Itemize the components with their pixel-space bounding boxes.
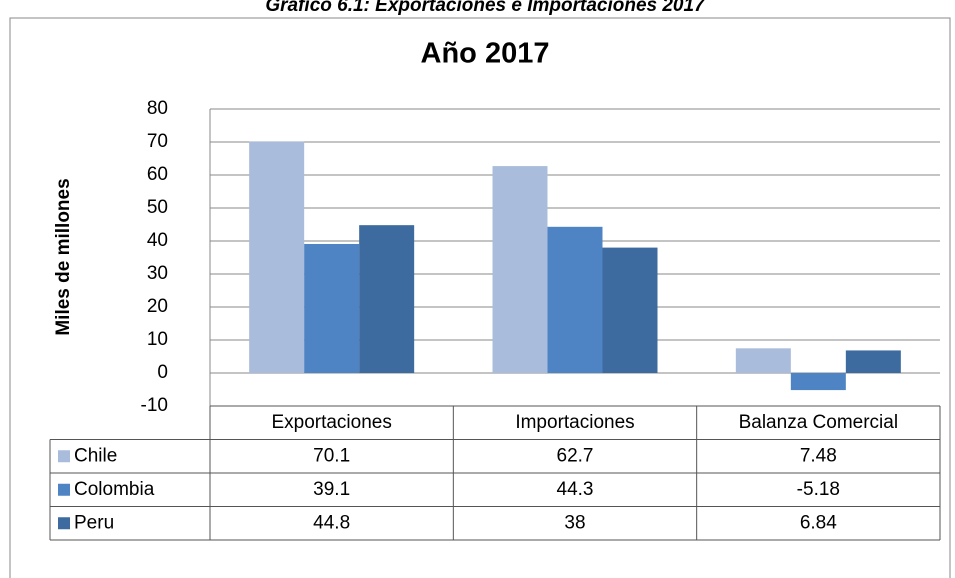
table-value: 44.8 [313,512,350,533]
y-tick-label: 20 [147,296,168,317]
legend-label: Chile [74,445,117,466]
bar [304,243,360,373]
x-tick-label: Balanza Comercial [739,412,898,433]
bar [602,247,658,373]
y-tick-label: 0 [157,362,168,383]
y-tick-label: 40 [147,230,168,251]
bar [547,226,603,373]
table-value: 39.1 [313,479,350,500]
legend-swatch [58,450,70,463]
y-tick-label: 50 [147,197,168,218]
y-tick-label: 30 [147,263,168,284]
bar [359,225,415,373]
x-tick-label: Exportaciones [271,412,391,433]
legend-label: Colombia [74,479,155,500]
table-value: 62.7 [557,445,594,466]
bar [492,166,548,373]
table-value: 44.3 [557,479,594,500]
y-tick-label: 10 [147,329,168,350]
caption: Gráfico 6.1: Exportaciones e Importacion… [265,0,706,16]
legend-label: Peru [74,512,114,533]
bar [249,141,305,373]
legend-swatch [58,517,70,530]
table-value: 38 [564,512,585,533]
bar [790,373,846,391]
y-axis-label: Miles de millones [53,178,74,335]
table-value: 7.48 [800,445,837,466]
table-value: 70.1 [313,445,350,466]
chart-title: Año 2017 [421,38,550,70]
legend-swatch [58,483,70,496]
chart-border [9,17,951,578]
table-value: -5.18 [797,479,840,500]
y-tick-label: -10 [141,395,168,416]
x-tick-label: Importaciones [515,412,634,433]
y-tick-label: 70 [147,131,168,152]
bar [735,348,791,373]
y-tick-label: 80 [147,98,168,119]
bar [845,350,901,373]
table-value: 6.84 [800,512,837,533]
y-tick-label: 60 [147,164,168,185]
